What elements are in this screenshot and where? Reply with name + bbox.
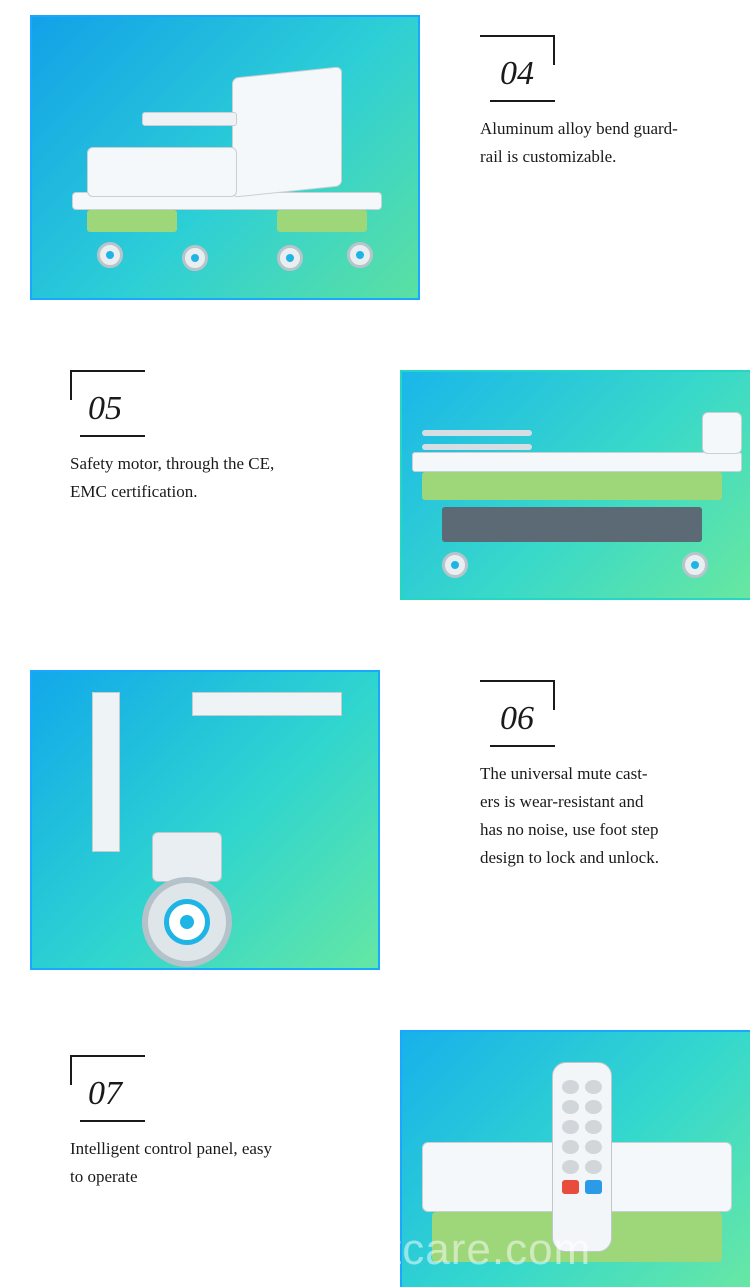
feature-05-image <box>400 370 750 600</box>
underline-04 <box>490 100 555 102</box>
feature-06-text: The universal mute cast- ers is wear-res… <box>480 760 705 872</box>
feature-04-text: Aluminum alloy bend guard- rail is custo… <box>480 115 710 171</box>
feature-04-number: 04 <box>500 55 534 93</box>
feature-05-text: Safety motor, through the CE, EMC certif… <box>70 450 350 506</box>
feature-07-image <box>400 1030 750 1287</box>
feature-05-number: 05 <box>88 390 122 428</box>
feature-06-number: 06 <box>500 700 534 738</box>
underline-07 <box>80 1120 145 1122</box>
feature-07-text: Intelligent control panel, easy to opera… <box>70 1135 350 1191</box>
feature-07-number: 07 <box>88 1075 122 1113</box>
feature-04-image <box>30 15 420 300</box>
underline-05 <box>80 435 145 437</box>
underline-06 <box>490 745 555 747</box>
feature-06-image <box>30 670 380 970</box>
